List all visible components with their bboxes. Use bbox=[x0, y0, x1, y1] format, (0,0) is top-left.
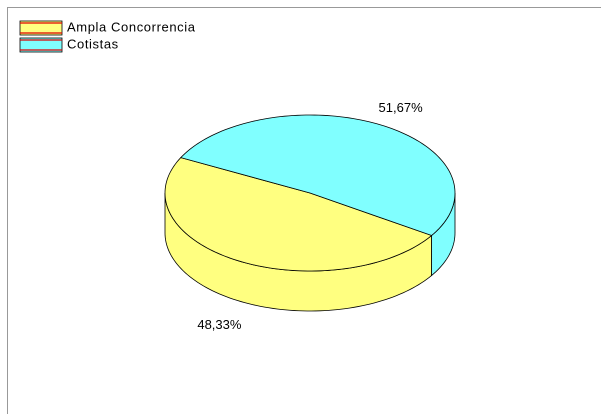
legend-label: Cotistas bbox=[67, 36, 119, 51]
legend-label: Ampla Concorrencia bbox=[67, 19, 196, 34]
data-label: 51,67% bbox=[379, 100, 424, 115]
data-label: 48,33% bbox=[197, 317, 242, 332]
